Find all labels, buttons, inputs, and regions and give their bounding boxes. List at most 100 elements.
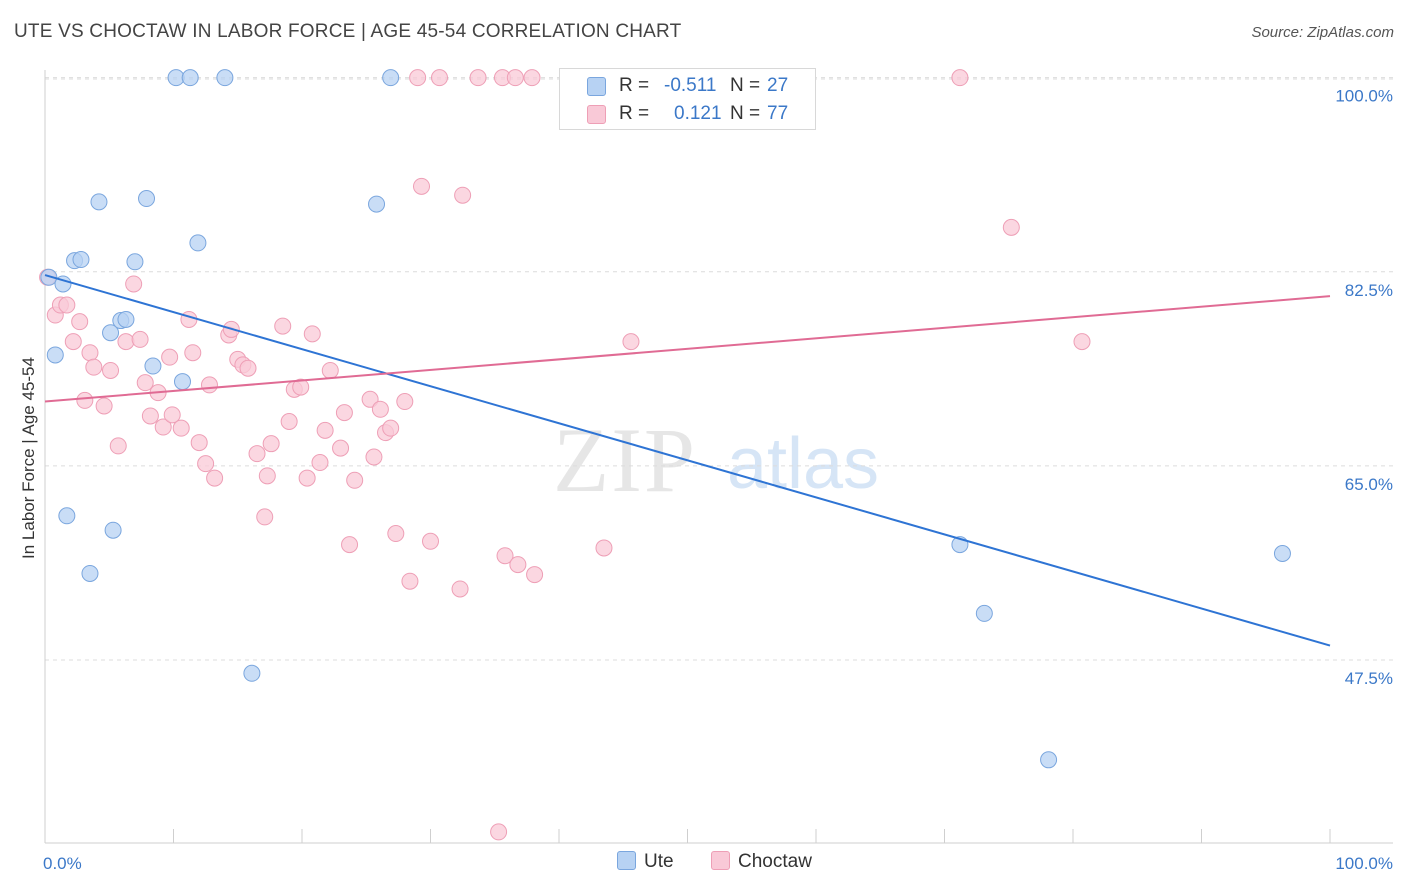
choctaw-point-48 [341, 536, 359, 554]
stats-legend: R = -0.511 N = 27 R = 0.121 N = 77 [559, 68, 816, 130]
legend-choctaw-swatch [711, 851, 730, 870]
ute-point-11 [117, 310, 135, 328]
ute-point-19 [216, 69, 234, 87]
legend-item-choctaw[interactable]: Choctaw [711, 851, 812, 873]
choctaw-point-61 [430, 69, 448, 87]
ute-trend-line [44, 274, 1331, 647]
stats-legend-ute: R = -0.511 N = 27 [560, 72, 815, 100]
choctaw-point-36 [262, 435, 280, 453]
choctaw-point-32 [239, 359, 257, 377]
choctaw-point-25 [197, 455, 215, 473]
ute-point-1 [46, 346, 64, 364]
choctaw-points [39, 69, 1091, 841]
choctaw-point-3 [58, 296, 76, 314]
choctaw-point-26 [200, 376, 218, 394]
choctaw-point-73 [622, 333, 640, 351]
choctaw-point-40 [292, 378, 310, 396]
choctaw-point-41 [298, 469, 316, 487]
choctaw-point-75 [1002, 218, 1020, 236]
choctaw-point-19 [161, 348, 179, 366]
choctaw-point-5 [71, 313, 89, 331]
choctaw-point-42 [303, 325, 321, 343]
ute-point-7 [90, 193, 108, 211]
choctaw-r-value: 0.121 [674, 103, 722, 124]
y-axis-label: In Labor Force | Age 45-54 [19, 357, 38, 559]
choctaw-point-18 [154, 418, 172, 436]
choctaw-point-23 [184, 344, 202, 362]
choctaw-point-9 [95, 397, 113, 415]
choctaw-point-4 [64, 333, 82, 351]
choctaw-point-6 [76, 391, 94, 409]
ute-point-16 [173, 373, 191, 391]
trend-lines [44, 274, 1331, 647]
choctaw-point-14 [131, 330, 149, 348]
ute-r-value: -0.511 [664, 75, 717, 96]
ute-n-value: 27 [767, 75, 789, 96]
choctaw-point-55 [387, 525, 405, 543]
legend-choctaw-label: Choctaw [738, 851, 812, 872]
choctaw-point-56 [396, 393, 414, 411]
choctaw-point-50 [361, 390, 379, 408]
choctaw-point-10 [102, 361, 120, 379]
ute-point-9 [104, 521, 122, 539]
choctaw-point-54 [382, 419, 400, 437]
choctaw-point-11 [109, 437, 127, 455]
ute-point-5 [72, 251, 90, 269]
choctaw-point-20 [163, 406, 181, 424]
choctaw-point-37 [274, 317, 292, 335]
legend-item-ute[interactable]: Ute [617, 851, 674, 873]
ute-point-0 [40, 268, 58, 286]
ute-points [40, 69, 1291, 769]
choctaw-point-47 [335, 404, 353, 422]
choctaw-point-24 [190, 434, 208, 452]
choctaw-point-45 [321, 361, 339, 379]
y-tick-label-0: 47.5% [1345, 669, 1393, 688]
y-tick-labels: 47.5% 65.0% 82.5% 100.0% [1335, 87, 1393, 688]
choctaw-point-76 [1073, 333, 1091, 351]
choctaw-point-68 [506, 69, 524, 87]
choctaw-point-49 [346, 471, 364, 489]
choctaw-point-15 [136, 374, 154, 392]
y-tick-label-3: 100.0% [1335, 87, 1393, 106]
x-tick-label-min: 0.0% [43, 854, 82, 873]
choctaw-point-67 [496, 547, 514, 565]
x-ticks [44, 829, 1331, 843]
ute-point-26 [1273, 544, 1291, 562]
choctaw-point-65 [490, 823, 508, 841]
choctaw-point-13 [125, 275, 143, 293]
choctaw-point-63 [454, 186, 472, 204]
choctaw-point-69 [509, 556, 527, 574]
x-tick-labels: 0.0% 100.0% [43, 854, 1393, 873]
choctaw-point-72 [595, 539, 613, 557]
ute-point-25 [1040, 751, 1058, 769]
choctaw-point-44 [316, 421, 334, 439]
y-tick-label-2: 82.5% [1345, 281, 1393, 300]
ute-point-22 [382, 69, 400, 87]
choctaw-r-label: R = [619, 103, 650, 124]
x-tick-label-max: 100.0% [1335, 854, 1393, 873]
choctaw-trend-line [44, 295, 1331, 403]
watermark-atlas: atlas [727, 424, 879, 504]
choctaw-point-43 [311, 454, 329, 472]
source-label: Source: ZipAtlas.com [1251, 24, 1394, 41]
choctaw-point-12 [117, 333, 135, 351]
y-tick-label-1: 65.0% [1345, 475, 1393, 494]
ute-point-12 [126, 253, 144, 271]
choctaw-point-52 [371, 400, 389, 418]
choctaw-swatch [587, 105, 606, 124]
choctaw-point-7 [81, 344, 99, 362]
ute-point-14 [144, 357, 162, 375]
choctaw-point-74 [951, 69, 969, 87]
ute-point-6 [81, 564, 99, 582]
choctaw-point-22 [180, 310, 198, 328]
choctaw-point-34 [256, 508, 274, 526]
ute-point-15 [167, 69, 185, 87]
choctaw-point-70 [523, 69, 541, 87]
choctaw-point-38 [280, 412, 298, 430]
choctaw-point-35 [258, 467, 276, 485]
choctaw-point-51 [365, 448, 383, 466]
ute-point-18 [189, 234, 207, 252]
choctaw-point-62 [451, 580, 469, 598]
choctaw-n-value: 77 [767, 103, 789, 124]
